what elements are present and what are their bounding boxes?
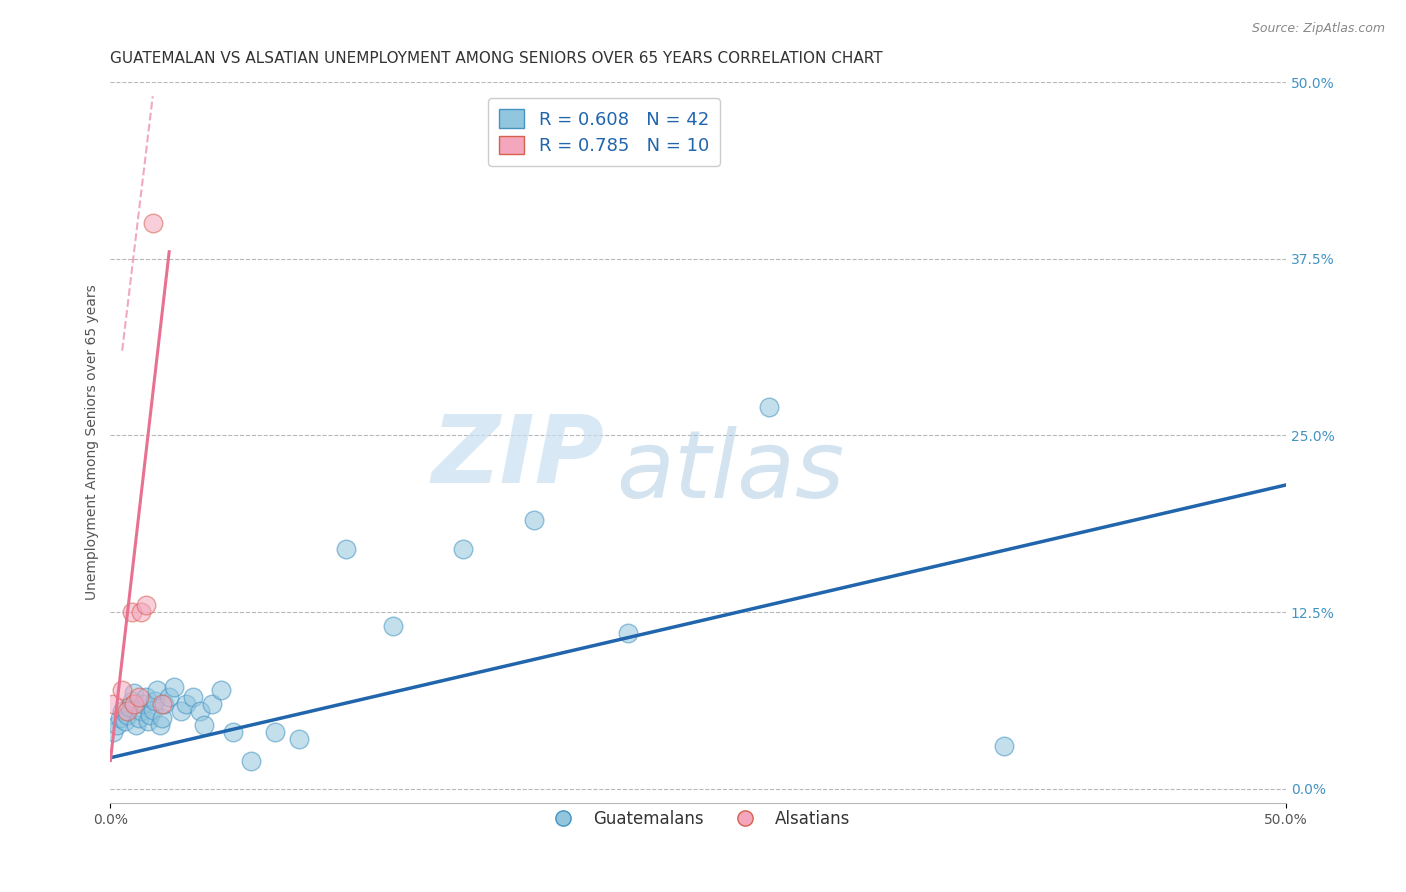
Point [174,697,197,711]
Point [115,708,138,723]
Point [142,703,165,717]
Point [616,626,638,640]
Point [128,690,150,704]
Point [111,682,134,697]
Point [125,718,148,732]
Point [129,605,152,619]
Point [157,690,180,704]
Point [758,401,780,415]
Point [163,680,186,694]
Point [118,699,141,714]
Point [181,690,204,704]
Text: Source: ZipAtlas.com: Source: ZipAtlas.com [1251,22,1385,36]
Text: GUATEMALAN VS ALSATIAN UNEMPLOYMENT AMONG SENIORS OVER 65 YEARS CORRELATION CHAR: GUATEMALAN VS ALSATIAN UNEMPLOYMENT AMON… [111,51,883,66]
Point [993,739,1015,754]
Point [153,697,176,711]
Point [523,513,546,527]
Point [240,754,263,768]
Point [264,725,287,739]
Text: ZIP: ZIP [432,411,605,503]
Point [209,682,232,697]
Point [170,704,193,718]
Point [150,697,173,711]
Point [139,708,162,723]
Point [122,686,145,700]
Point [101,725,124,739]
Point [193,718,215,732]
Point [451,541,474,556]
Point [128,711,150,725]
Point [335,541,357,556]
Point [101,697,124,711]
Point [129,704,152,718]
Y-axis label: Unemployment Among Seniors over 65 years: Unemployment Among Seniors over 65 years [86,285,100,600]
Point [114,714,136,728]
Point [142,217,165,231]
Point [381,619,404,633]
Point [143,694,166,708]
Point [122,697,145,711]
Point [146,682,169,697]
Point [132,697,155,711]
Point [115,704,138,718]
Point [149,718,172,732]
Point [221,725,243,739]
Legend: Guatemalans, Alsatians: Guatemalans, Alsatians [540,803,858,834]
Point [136,714,159,728]
Point [188,704,211,718]
Point [135,598,157,612]
Point [111,704,134,718]
Point [121,694,143,708]
Point [150,711,173,725]
Point [121,605,143,619]
Text: atlas: atlas [616,425,844,516]
Point [107,718,129,732]
Point [200,697,222,711]
Point [287,732,309,747]
Point [135,690,157,704]
Point [108,711,131,725]
